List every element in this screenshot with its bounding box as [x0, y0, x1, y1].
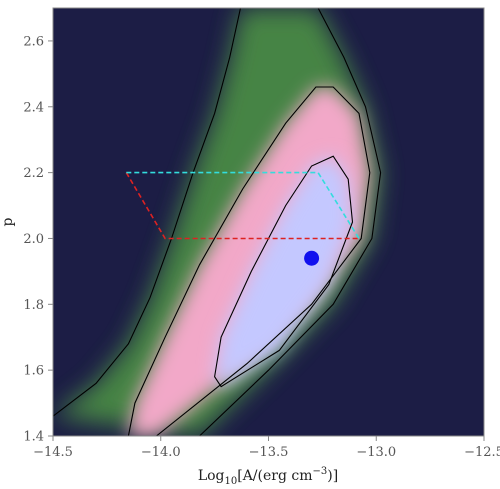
- red-dashed-line: [125, 172, 359, 240]
- density-layer: [53, 8, 381, 436]
- x-axis-title-prefix: Log: [198, 468, 225, 484]
- x-axis-title-body: [A/(erg cm: [237, 468, 312, 484]
- x-tick-label: −14.0: [141, 445, 181, 460]
- x-axis-title-base: 10: [225, 476, 238, 487]
- y-tick-label: 2.6: [23, 34, 44, 49]
- density-peak-region: [214, 156, 353, 387]
- marker-layer: [304, 250, 320, 266]
- dashed-layer: [125, 171, 360, 240]
- x-tick-label: −13.0: [356, 445, 396, 460]
- x-tick-label: −13.5: [249, 445, 289, 460]
- y-tick-label: 1.4: [23, 430, 44, 445]
- best-fit-marker: [304, 250, 320, 266]
- y-tick-label: 1.8: [23, 298, 44, 313]
- y-tick-label: 2.4: [23, 100, 44, 115]
- cyan-dashed-line: [126, 171, 360, 239]
- x-axis-ticks: −14.5 −14.0 −13.5 −13.0 −12.5: [33, 436, 500, 460]
- contour-line-inner: [214, 155, 354, 388]
- y-tick-label: 2.0: [23, 232, 44, 247]
- x-tick-label: −12.5: [464, 445, 500, 460]
- y-axis-ticks: 1.4 1.6 1.8 2.0 2.2 2.4 2.6: [23, 34, 53, 445]
- y-tick-label: 2.2: [23, 166, 44, 181]
- contour-line-middle: [127, 86, 371, 436]
- y-tick-label: 1.6: [23, 364, 44, 379]
- x-axis-title-suffix: )]: [327, 468, 338, 484]
- contour-line-outer-right: [199, 8, 382, 436]
- y-axis-title: p: [0, 217, 16, 226]
- x-tick-label: −14.5: [33, 445, 73, 460]
- x-axis-title-exponent: −3: [313, 466, 328, 477]
- x-axis-title: Log10[A/(erg cm−3)]: [198, 466, 338, 487]
